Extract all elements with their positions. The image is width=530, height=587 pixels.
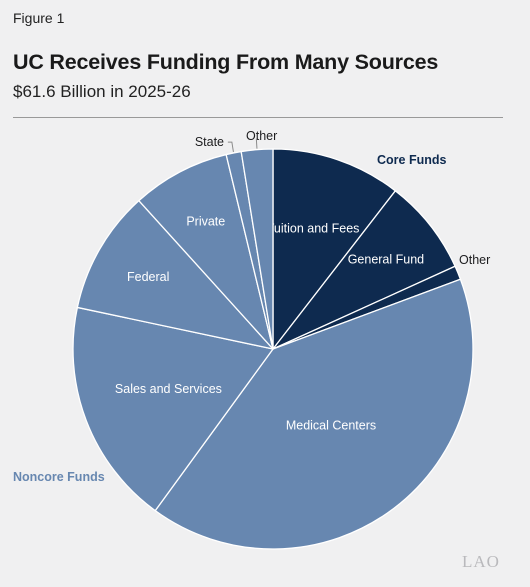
pie-slice-tuition-and-fees — [272, 148, 397, 350]
pie-slice-other — [240, 148, 274, 350]
slice-label: General Fund — [348, 253, 424, 267]
pie-slice-federal — [76, 199, 274, 350]
slice-label: Other — [246, 129, 277, 143]
pie-slice-private — [138, 153, 274, 350]
slice-label: State — [195, 135, 224, 149]
label-leader-line — [227, 141, 234, 153]
chart-subtitle: $61.6 Billion in 2025-26 — [13, 82, 191, 101]
slice-label: Sales and Services — [115, 382, 222, 396]
lao-logo: LAO — [462, 552, 500, 571]
slice-label: Tuition and Fees — [267, 222, 360, 236]
slice-label: Other — [459, 253, 490, 267]
slice-label: Private — [186, 215, 225, 229]
label-leader-line — [255, 138, 258, 149]
figure-label: Figure 1 — [13, 10, 65, 26]
pie-slice-medical-centers — [154, 278, 474, 550]
slice-label: Federal — [127, 270, 169, 284]
slice-label: Medical Centers — [286, 418, 376, 432]
group-label-core-funds: Core Funds — [377, 153, 446, 167]
pie-slice-general-fund — [272, 190, 456, 350]
title-divider — [13, 117, 503, 118]
chart-title: UC Receives Funding From Many Sources — [13, 50, 439, 74]
pie-slice-sales-and-services — [72, 306, 274, 512]
group-label-noncore-funds: Noncore Funds — [13, 470, 105, 484]
